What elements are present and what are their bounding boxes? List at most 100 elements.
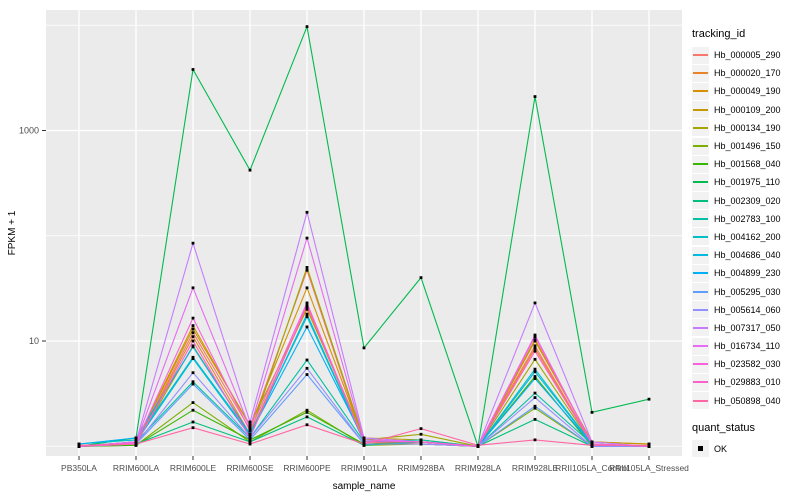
x-tick-label: RRIM901LA (341, 463, 388, 473)
legend-item-label: Hb_029883_010 (714, 377, 781, 388)
legend-item-Hb_007317_050: Hb_007317_050 (692, 319, 798, 337)
data-point (590, 410, 594, 414)
legend-item-label: Hb_005295_030 (714, 286, 781, 297)
data-point (362, 346, 366, 350)
legend-item-label: Hb_000109_200 (714, 104, 781, 115)
data-point (305, 325, 309, 329)
data-point (248, 420, 252, 424)
legend-item-Hb_001975_110: Hb_001975_110 (692, 173, 798, 191)
data-point (362, 438, 366, 442)
data-point (248, 438, 252, 442)
data-point (533, 367, 537, 371)
legend-color-line (693, 90, 708, 93)
data-point (533, 357, 537, 361)
data-point (134, 438, 138, 442)
data-point (305, 303, 309, 307)
y-tick-label: 10 (29, 336, 39, 346)
x-tick-label: RRII105LA_Stressed (609, 463, 689, 473)
data-point (248, 423, 252, 427)
legend-key-box (692, 173, 709, 191)
data-point (647, 397, 651, 401)
data-point (533, 333, 537, 337)
y-tick-label: 1000 (19, 126, 39, 136)
data-point (191, 316, 195, 320)
legend-items: Hb_000005_290 Hb_000020_170 Hb_000049_190 H… (692, 46, 798, 410)
quant-status-items: OK (692, 440, 798, 458)
legend-color-line (693, 217, 708, 220)
legend-key-box (692, 82, 709, 100)
x-tick-label: RRIM928LE (512, 463, 559, 473)
legend-item-label: Hb_000005_290 (714, 50, 781, 61)
data-point (305, 236, 309, 240)
data-point (419, 432, 423, 436)
data-point (248, 427, 252, 431)
data-point (305, 315, 309, 319)
legend-color-line (693, 363, 708, 366)
data-point (305, 366, 309, 370)
data-point (191, 420, 195, 424)
legend-key-box (692, 301, 709, 319)
legend-key-box (692, 119, 709, 137)
legend-item-label: Hb_023582_030 (714, 359, 781, 370)
legend-item-label: Hb_002783_100 (714, 213, 781, 224)
data-point (191, 380, 195, 384)
legend-color-line (693, 108, 708, 111)
legend: tracking_id Hb_000005_290 Hb_000020_170 Hb… (692, 28, 798, 458)
data-point (533, 396, 537, 399)
x-axis-title: sample_name (333, 481, 396, 492)
data-point (533, 301, 537, 305)
data-point (305, 410, 309, 414)
quant-status-item-OK: OK (692, 440, 798, 458)
legend-item-label: Hb_004162_200 (714, 231, 781, 242)
legend-item-Hb_004899_230: Hb_004899_230 (692, 264, 798, 282)
data-point (419, 440, 423, 444)
data-point (533, 95, 537, 98)
data-point (533, 406, 537, 410)
data-point (191, 426, 195, 430)
data-point (305, 423, 309, 427)
legend-item-Hb_000049_190: Hb_000049_190 (692, 82, 798, 100)
legend-key-box (692, 228, 709, 246)
data-point (533, 391, 537, 395)
legend-color-line (693, 145, 708, 148)
legend-item-Hb_004162_200: Hb_004162_200 (692, 228, 798, 246)
data-point (305, 408, 309, 412)
data-point (191, 324, 195, 328)
legend-item-Hb_000020_170: Hb_000020_170 (692, 64, 798, 82)
legend-color-line (693, 290, 708, 293)
data-point (419, 442, 423, 446)
x-tick-label: RRIM600LA (113, 463, 160, 473)
x-tick-label: RRIM928LA (455, 463, 502, 473)
legend-key-box (692, 392, 709, 410)
legend-item-Hb_023582_030: Hb_023582_030 (692, 355, 798, 373)
legend-item-label: Hb_000134_190 (714, 122, 781, 133)
legend-title-quant-status: quant_status (692, 421, 755, 434)
legend-key-box (692, 155, 709, 173)
legend-item-Hb_001568_040: Hb_001568_040 (692, 155, 798, 173)
legend-item-Hb_029883_010: Hb_029883_010 (692, 373, 798, 391)
legend-item-Hb_050898_040: Hb_050898_040 (692, 392, 798, 410)
legend-key-box (692, 355, 709, 373)
legend-color-line (693, 345, 708, 348)
data-point (248, 426, 252, 430)
legend-item-label: Hb_004686_040 (714, 250, 781, 261)
data-point (248, 434, 252, 438)
data-point (362, 442, 366, 446)
data-point (476, 443, 480, 447)
data-point (248, 436, 252, 440)
x-tick-label: RRIM600SE (226, 463, 274, 473)
legend-item-label: Hb_050898_040 (714, 395, 781, 406)
data-point (191, 286, 195, 290)
data-point (305, 312, 309, 316)
data-point (533, 344, 537, 348)
x-tick-label: RRIM600PE (283, 463, 331, 473)
legend-color-line (693, 308, 708, 311)
data-point (305, 25, 309, 29)
legend-item-label: Hb_005614_060 (714, 304, 781, 315)
legend-item-Hb_002309_020: Hb_002309_020 (692, 192, 798, 210)
legend-item-label: Hb_001568_040 (714, 159, 781, 170)
legend-item-Hb_001496_150: Hb_001496_150 (692, 137, 798, 155)
data-point (191, 331, 195, 335)
legend-key-box (692, 440, 709, 458)
legend-color-line (693, 181, 708, 184)
